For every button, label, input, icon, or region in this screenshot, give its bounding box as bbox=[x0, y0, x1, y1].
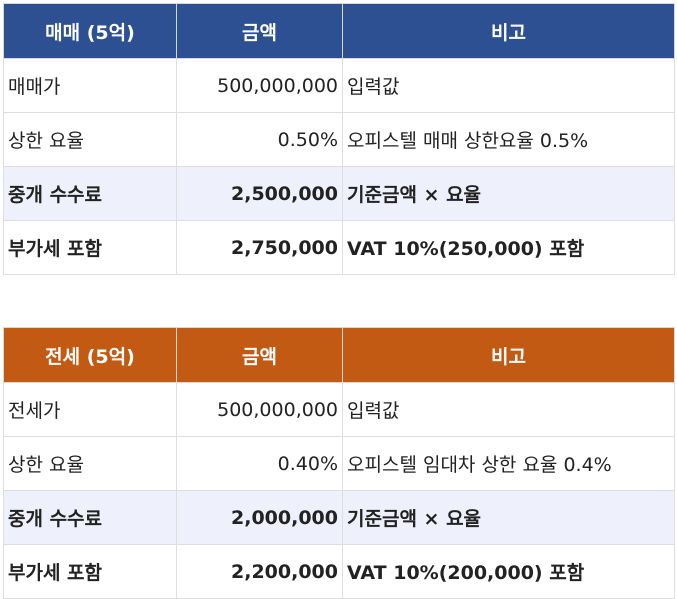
sale-row-amount: 500,000,000 bbox=[176, 58, 343, 113]
sale-row-label: 상한 요율 bbox=[3, 112, 177, 167]
lease-header-row: 전세 (5억) 금액 비고 bbox=[3, 327, 675, 383]
lease-row-amount: 500,000,000 bbox=[176, 382, 343, 437]
sale-header-amount: 금액 bbox=[176, 3, 343, 59]
lease-header-note: 비고 bbox=[342, 327, 675, 383]
lease-row-label: 상한 요율 bbox=[3, 436, 177, 491]
sale-row-note: 오피스텔 매매 상한요율 0.5% bbox=[342, 112, 675, 167]
sale-row-amount: 0.50% bbox=[176, 112, 343, 167]
sale-fee-table: 매매 (5억) 금액 비고 매매가 500,000,000 입력값 상한 요율 … bbox=[3, 3, 675, 275]
sale-row-label: 매매가 bbox=[3, 58, 177, 113]
sale-row-note: 기준금액 × 요율 bbox=[342, 166, 675, 221]
sale-header-category: 매매 (5억) bbox=[3, 3, 177, 59]
sale-row-note: VAT 10%(250,000) 포함 bbox=[342, 220, 675, 275]
lease-row-note: VAT 10%(200,000) 포함 bbox=[342, 544, 675, 599]
sale-header-note: 비고 bbox=[342, 3, 675, 59]
sale-row-amount: 2,750,000 bbox=[176, 220, 343, 275]
lease-row-note: 기준금액 × 요율 bbox=[342, 490, 675, 545]
lease-row-amount: 2,000,000 bbox=[176, 490, 343, 545]
lease-row-fee: 중개 수수료 2,000,000 기준금액 × 요율 bbox=[3, 490, 675, 545]
lease-row-note: 오피스텔 임대차 상한 요율 0.4% bbox=[342, 436, 675, 491]
lease-row-amount: 2,200,000 bbox=[176, 544, 343, 599]
sale-header-row: 매매 (5억) 금액 비고 bbox=[3, 3, 675, 59]
sale-row-label: 중개 수수료 bbox=[3, 166, 177, 221]
lease-header-category: 전세 (5억) bbox=[3, 327, 177, 383]
sale-row-vat: 부가세 포함 2,750,000 VAT 10%(250,000) 포함 bbox=[3, 220, 675, 275]
sale-row-amount: 2,500,000 bbox=[176, 166, 343, 221]
lease-row-label: 전세가 bbox=[3, 382, 177, 437]
sale-row-rate: 상한 요율 0.50% 오피스텔 매매 상한요율 0.5% bbox=[3, 112, 675, 167]
lease-row-amount: 0.40% bbox=[176, 436, 343, 491]
lease-row-note: 입력값 bbox=[342, 382, 675, 437]
sale-row-fee: 중개 수수료 2,500,000 기준금액 × 요율 bbox=[3, 166, 675, 221]
lease-fee-table: 전세 (5억) 금액 비고 전세가 500,000,000 입력값 상한 요율 … bbox=[3, 327, 675, 599]
lease-header-amount: 금액 bbox=[176, 327, 343, 383]
lease-row-vat: 부가세 포함 2,200,000 VAT 10%(200,000) 포함 bbox=[3, 544, 675, 599]
sale-row-note: 입력값 bbox=[342, 58, 675, 113]
lease-row-rate: 상한 요율 0.40% 오피스텔 임대차 상한 요율 0.4% bbox=[3, 436, 675, 491]
sale-row-label: 부가세 포함 bbox=[3, 220, 177, 275]
lease-row-price: 전세가 500,000,000 입력값 bbox=[3, 382, 675, 437]
lease-row-label: 부가세 포함 bbox=[3, 544, 177, 599]
sale-row-price: 매매가 500,000,000 입력값 bbox=[3, 58, 675, 113]
lease-row-label: 중개 수수료 bbox=[3, 490, 177, 545]
